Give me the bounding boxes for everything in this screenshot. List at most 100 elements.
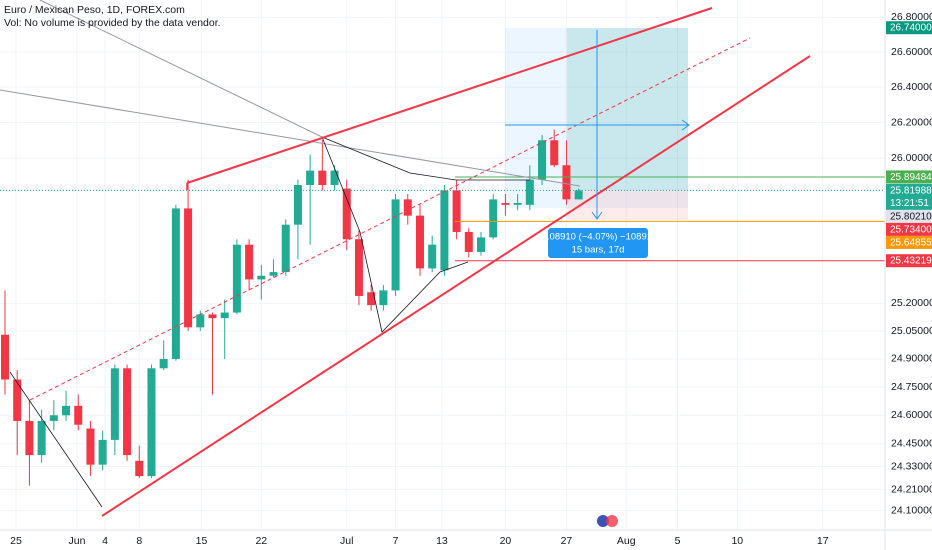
candle-body — [550, 140, 559, 166]
y-tick-label: 26.60000 — [891, 46, 932, 58]
candle-body — [269, 272, 278, 276]
candle-body — [184, 208, 193, 328]
x-tick-label: 22 — [255, 535, 267, 547]
y-tick-label: 26.80000 — [891, 11, 932, 23]
trend-line — [39, 0, 323, 138]
axis-labels: 26.80000 26.60000 26.40000 26.20000 26.00000… — [10, 11, 932, 547]
x-tick-label: Jul — [340, 535, 353, 547]
candle-body — [220, 312, 229, 319]
event-icon — [606, 515, 618, 527]
x-tick-label: Aug — [617, 535, 636, 547]
x-tick-label: 20 — [500, 535, 512, 547]
candle-body — [123, 368, 132, 456]
candle-body — [98, 439, 107, 465]
y-tick-label: 24.21000 — [891, 483, 932, 495]
pattern-line — [9, 371, 103, 508]
x-tick-label: 7 — [393, 535, 399, 547]
candle-body — [110, 368, 119, 440]
chart-subtitle: Vol: No volume is provided by the data v… — [4, 17, 221, 29]
candle-body — [1, 334, 10, 380]
candle-body — [37, 420, 46, 456]
countdown-label: 13:21:51 — [890, 198, 929, 209]
price-tag-label: 25.73400 — [890, 224, 932, 235]
candle-body — [25, 420, 34, 456]
candle-body — [62, 405, 71, 416]
candle-body — [428, 244, 437, 269]
candle-body — [257, 275, 266, 280]
x-tick-label: 10 — [731, 535, 743, 547]
chart-title: Euro / Mexican Peso, 1D, FOREX.com — [4, 4, 185, 16]
candle-body — [513, 202, 522, 205]
price-tag-label: 26.74000 — [890, 23, 932, 34]
event-icon — [597, 515, 609, 527]
y-tick-label: 24.33000 — [891, 460, 932, 472]
pattern-line — [321, 136, 530, 181]
candle-body — [208, 314, 217, 319]
measure-tooltip: −1.08910 (−4.07%) −10891.0 15 bars, 17d — [536, 228, 660, 258]
price-tag-label: 25.64855 — [890, 237, 932, 248]
candle-body — [574, 190, 583, 200]
x-tick-label: 13 — [436, 535, 448, 547]
x-tick-label: 15 — [196, 535, 208, 547]
candle-body — [306, 170, 315, 185]
x-tick-label: 8 — [136, 535, 142, 547]
x-tick-label: Jun — [69, 535, 86, 547]
y-tick-label: 24.45000 — [891, 437, 932, 449]
candle-body — [318, 170, 327, 185]
price-tag — [886, 21, 932, 35]
candle-body — [171, 208, 180, 359]
candle-body — [74, 405, 83, 425]
candles — [1, 129, 583, 486]
event-icons — [597, 515, 618, 527]
candle-body — [367, 292, 376, 306]
pattern-line — [321, 136, 469, 333]
channel-upper — [186, 7, 713, 184]
candle-body — [196, 314, 205, 328]
candle-body — [159, 358, 168, 369]
channel-mid — [29, 37, 751, 401]
candle-body — [415, 215, 424, 269]
candle-body — [501, 202, 510, 205]
candle-body — [13, 379, 22, 421]
tooltip-line: −1.08910 (−4.07%) −10891.0 — [536, 232, 660, 243]
stop-zone — [567, 190, 688, 220]
x-tick-label: 17 — [817, 535, 829, 547]
price-tag — [886, 209, 932, 223]
y-tick-label: 25.05000 — [891, 325, 932, 337]
candle-body — [330, 170, 339, 185]
y-tick-label: 24.90000 — [891, 353, 932, 365]
candle-body — [147, 368, 156, 477]
x-tick-label: 27 — [561, 535, 573, 547]
channel-lower — [101, 55, 811, 517]
candle-body — [452, 190, 461, 232]
y-tick-label: 26.20000 — [891, 116, 932, 128]
arrow-head — [591, 211, 603, 220]
price-tag — [886, 254, 932, 268]
candle-body — [489, 199, 498, 238]
candle-body — [403, 199, 412, 216]
price-tag — [886, 170, 932, 184]
candle-body — [379, 290, 388, 306]
trend-line — [0, 89, 581, 187]
x-tick-label: 4 — [102, 535, 108, 547]
candle-body — [135, 460, 144, 477]
y-tick-label: 26.40000 — [891, 81, 932, 93]
arrow-head — [681, 119, 690, 131]
y-tick-label: 24.10000 — [891, 504, 932, 516]
tooltip-line: 15 bars, 17d — [572, 245, 625, 256]
drawings — [0, 0, 811, 517]
price-tag — [886, 235, 932, 249]
candle-body — [245, 244, 254, 280]
candle-body — [354, 239, 363, 296]
candle-body — [342, 188, 351, 240]
price-tag-label: 25.43219 — [890, 256, 932, 267]
x-tick-label: 25 — [10, 535, 22, 547]
candle-body — [86, 428, 95, 465]
candle-body — [391, 199, 400, 291]
y-tick-label: 26.00000 — [891, 152, 932, 164]
price-tag-label: 25.81988 — [890, 185, 932, 196]
time-axis — [0, 530, 932, 550]
candle-body — [49, 415, 58, 421]
price-tag — [886, 222, 932, 236]
